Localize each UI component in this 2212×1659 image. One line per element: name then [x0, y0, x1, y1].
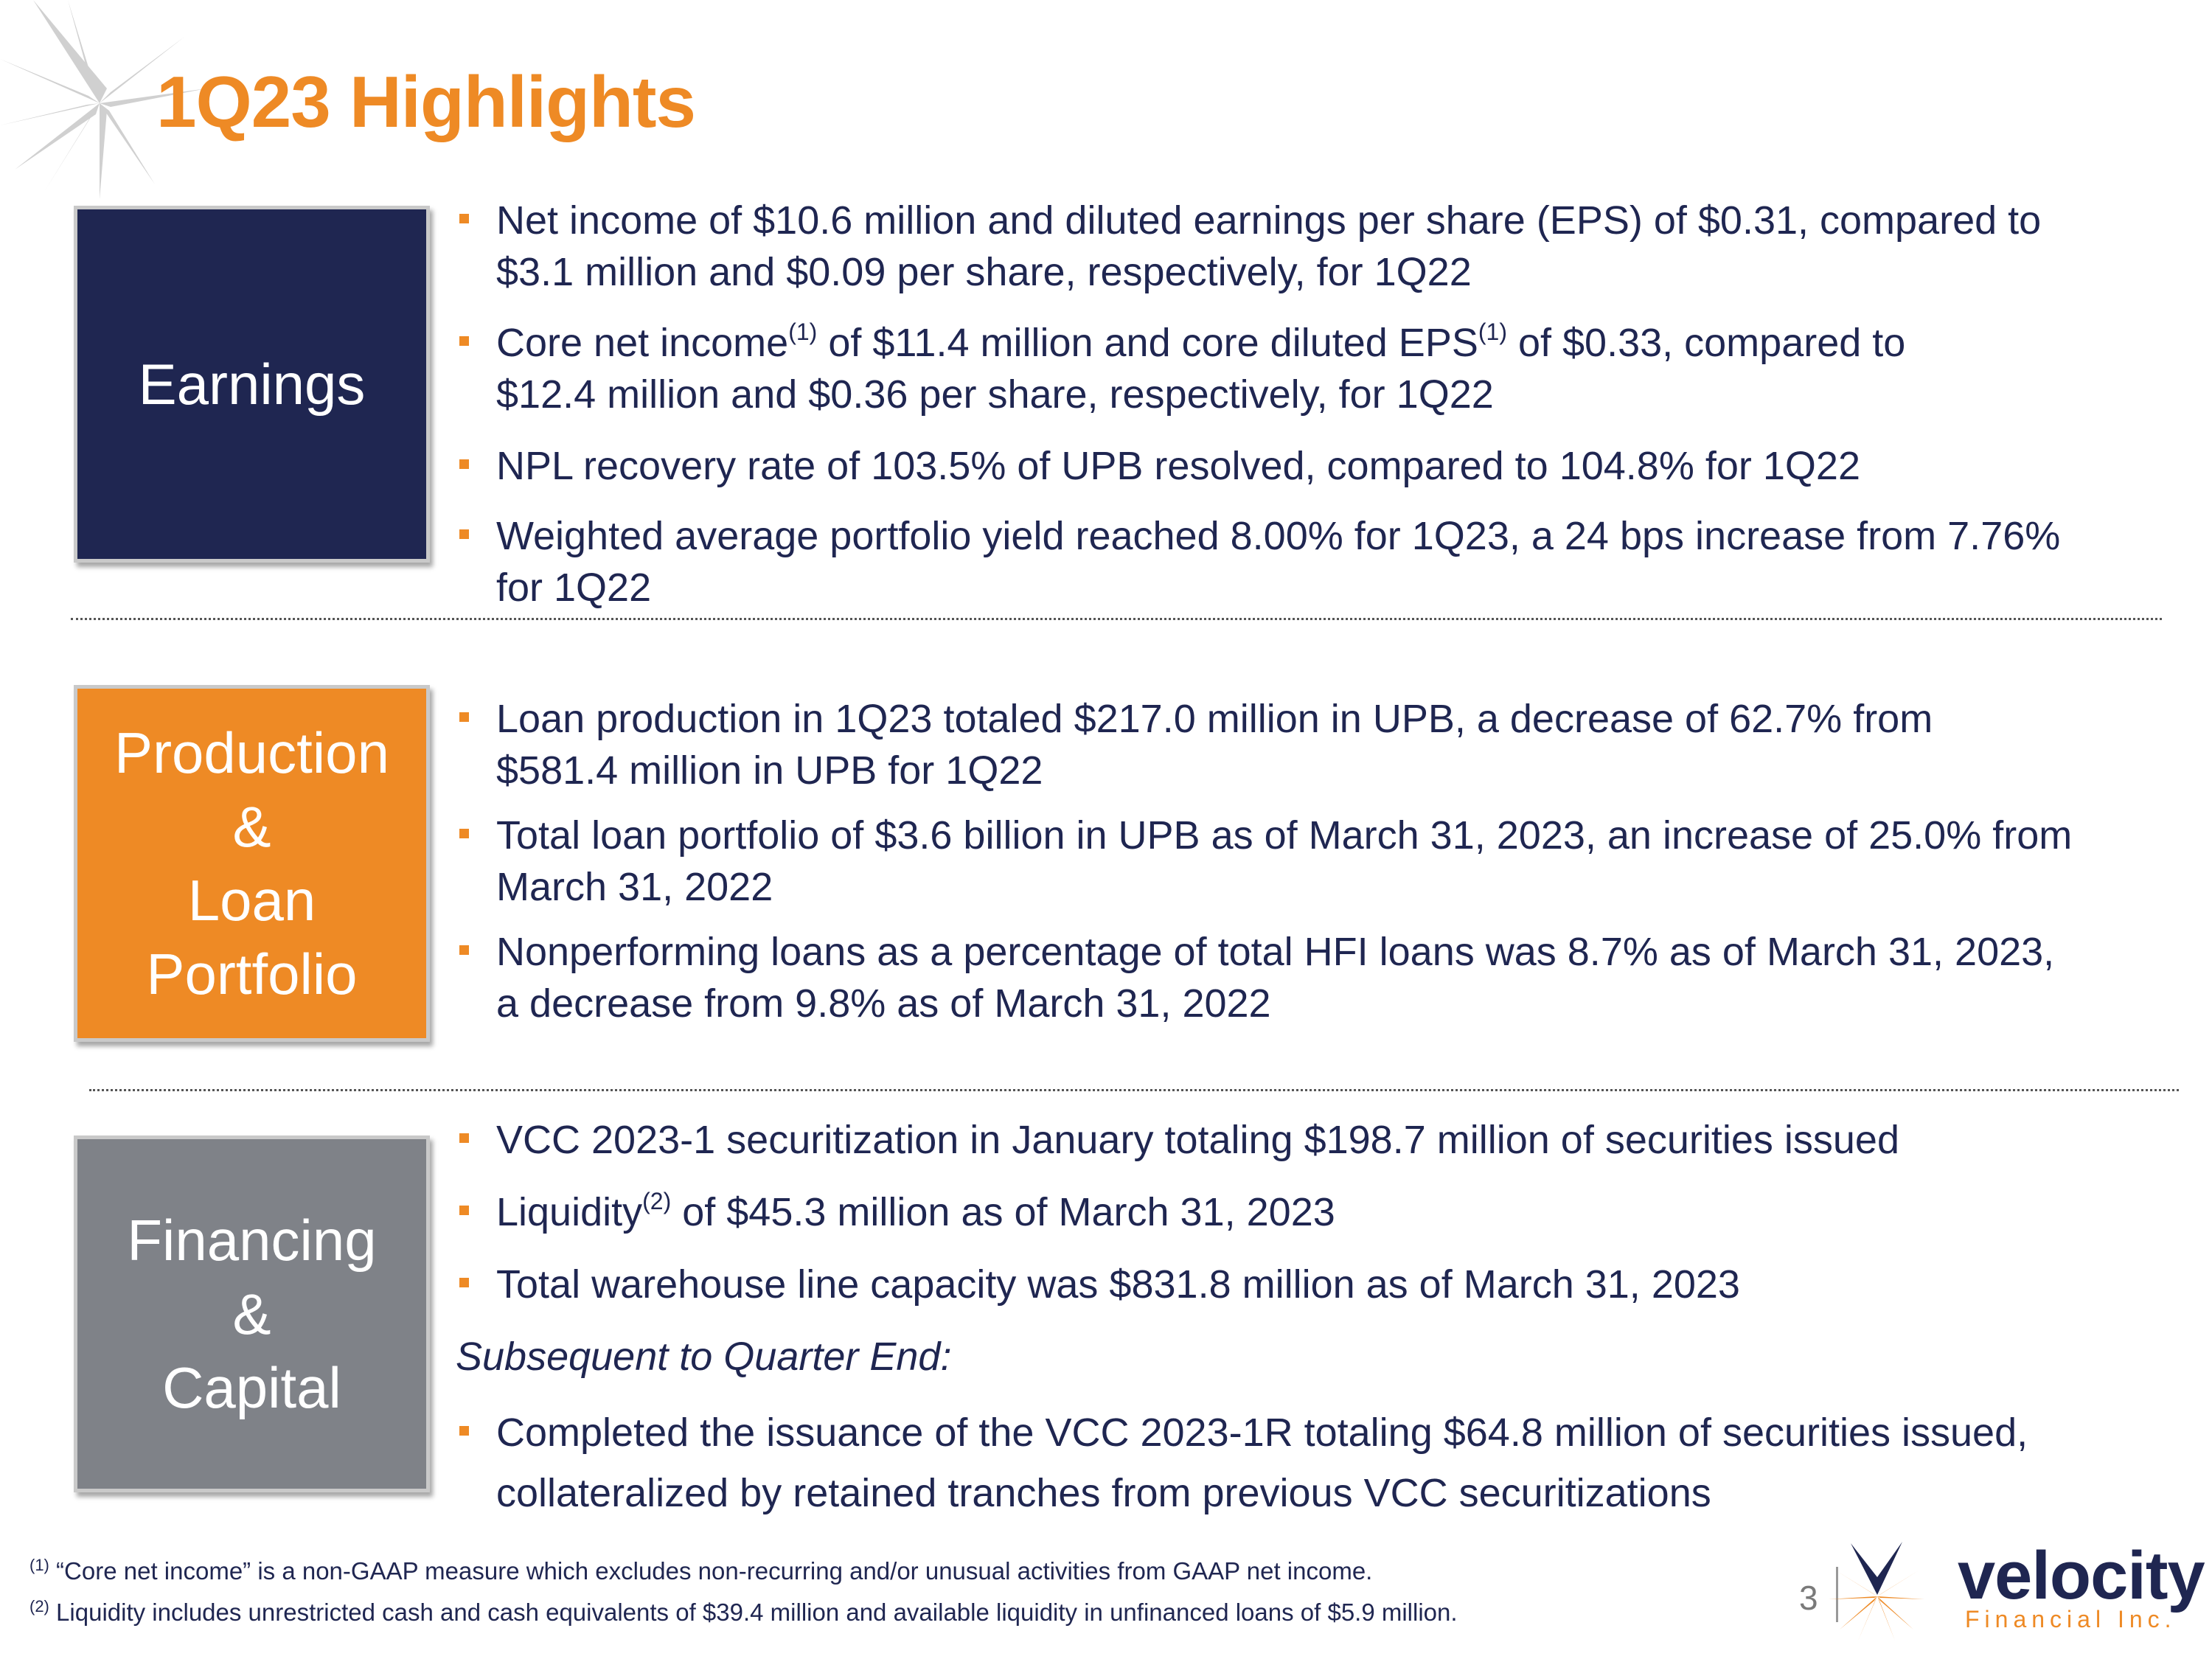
financing-bullet: Total warehouse line capacity was $831.8…	[459, 1259, 2212, 1310]
bullet-line: NPL recovery rate of 103.5% of UPB resol…	[496, 444, 1860, 488]
page-number-divider	[1836, 1567, 1838, 1622]
production-bullet: Nonperforming loans as a percentage of t…	[459, 926, 2212, 1029]
earnings-box: Earnings	[74, 206, 430, 563]
earnings-bullet: Weighted average portfolio yield reached…	[459, 510, 2212, 613]
bullet-line: for 1Q22	[496, 566, 652, 610]
bullet-line: Completed the issuance of the VCC 2023-1…	[496, 1411, 2028, 1455]
label-line: Production	[114, 720, 389, 785]
footnote-text: “Core net income” is a non-GAAP measure …	[49, 1557, 1373, 1585]
footnote-ref: (2)	[642, 1188, 672, 1214]
subsequent-heading: Subsequent to Quarter End:	[456, 1335, 952, 1379]
text: of $11.4 million and core diluted EPS	[817, 321, 1478, 365]
bullet-icon	[459, 1206, 469, 1215]
bullet-icon	[459, 712, 469, 722]
footnote-text: Liquidity includes unrestricted cash and…	[49, 1599, 1458, 1626]
bullet-icon	[459, 336, 469, 346]
bullet-line: Loan production in 1Q23 totaled $217.0 m…	[496, 697, 1933, 741]
bullet-line: Total warehouse line capacity was $831.8…	[496, 1262, 1740, 1307]
earnings-bullet: Core net income(1) of $11.4 million and …	[459, 317, 2212, 420]
bullet-icon	[459, 829, 469, 838]
page-number: 3	[1799, 1579, 1818, 1617]
footnote: (2) Liquidity includes unrestricted cash…	[29, 1599, 1458, 1627]
financing-box: Financing & Capital	[74, 1135, 430, 1492]
production-bullet: Total loan portfolio of $3.6 billion in …	[459, 810, 2212, 913]
bullet-line: collateralized by retained tranches from…	[496, 1471, 1711, 1515]
bullet-line: Liquidity(2) of $45.3 million as of Marc…	[496, 1186, 2212, 1238]
earnings-bullet: NPL recovery rate of 103.5% of UPB resol…	[459, 440, 2212, 492]
divider	[89, 1089, 2179, 1091]
divider	[71, 618, 2162, 620]
bullet-line: $581.4 million in UPB for 1Q22	[496, 748, 1043, 793]
bullet-line: Core net income(1) of $11.4 million and …	[496, 317, 2212, 369]
bullet-line: Net income of $10.6 million and diluted …	[496, 198, 2042, 243]
bullet-line: VCC 2023-1 securitization in January tot…	[496, 1118, 1899, 1162]
financing-label: Financing & Capital	[127, 1203, 376, 1425]
label-line: &	[232, 794, 271, 859]
bullet-icon	[459, 945, 469, 955]
financing-bullet: VCC 2023-1 securitization in January tot…	[459, 1114, 2212, 1166]
bullet-icon	[459, 214, 469, 223]
label-line: &	[232, 1281, 271, 1346]
production-box: Production & Loan Portfolio	[74, 685, 430, 1042]
production-bullet: Loan production in 1Q23 totaled $217.0 m…	[459, 693, 2212, 796]
bullet-line: Weighted average portfolio yield reached…	[496, 514, 2061, 558]
bullet-line: Total loan portfolio of $3.6 billion in …	[496, 813, 2073, 858]
logo-subtitle: Financial Inc.	[1965, 1606, 2177, 1632]
velocity-star-logo-icon	[1829, 1542, 1924, 1641]
text: of $45.3 million as of March 31, 2023	[671, 1190, 1335, 1234]
footnote-ref: (1)	[788, 319, 818, 345]
footnote-ref: (1)	[1478, 319, 1507, 345]
label-line: Capital	[162, 1355, 341, 1420]
label-line: Financing	[127, 1208, 377, 1273]
text: of $0.33, compared to	[1506, 321, 1906, 365]
label-line: Loan	[187, 868, 316, 933]
production-label: Production & Loan Portfolio	[114, 716, 389, 1011]
bullet-icon	[459, 1426, 469, 1436]
bullet-line: a decrease from 9.8% as of March 31, 202…	[496, 981, 1271, 1026]
bullet-icon	[459, 529, 469, 539]
label-line: Portfolio	[146, 942, 358, 1006]
bullet-icon	[459, 1133, 469, 1143]
star-decoration-icon	[0, 0, 206, 199]
bullet-icon	[459, 1278, 469, 1287]
bullet-line: Nonperforming loans as a percentage of t…	[496, 930, 2055, 974]
earnings-bullet: Net income of $10.6 million and diluted …	[459, 195, 2212, 298]
footnote-mark: (1)	[29, 1556, 49, 1574]
financing-bullet: Liquidity(2) of $45.3 million as of Marc…	[459, 1186, 2212, 1238]
subsequent-bullet: Completed the issuance of the VCC 2023-1…	[459, 1402, 2212, 1523]
footnote: (1) “Core net income” is a non-GAAP meas…	[29, 1557, 1372, 1585]
logo-wordmark: velocity	[1958, 1538, 2205, 1613]
bullet-icon	[459, 459, 469, 469]
bullet-line: $3.1 million and $0.09 per share, respec…	[496, 250, 1472, 294]
text: Core net income	[496, 321, 789, 365]
text: Liquidity	[496, 1190, 643, 1234]
earnings-label: Earnings	[138, 352, 366, 417]
footnote-mark: (2)	[29, 1597, 49, 1615]
bullet-line: March 31, 2022	[496, 865, 773, 909]
page-title: 1Q23 Highlights	[156, 61, 696, 142]
bullet-line: $12.4 million and $0.36 per share, respe…	[496, 372, 1494, 417]
